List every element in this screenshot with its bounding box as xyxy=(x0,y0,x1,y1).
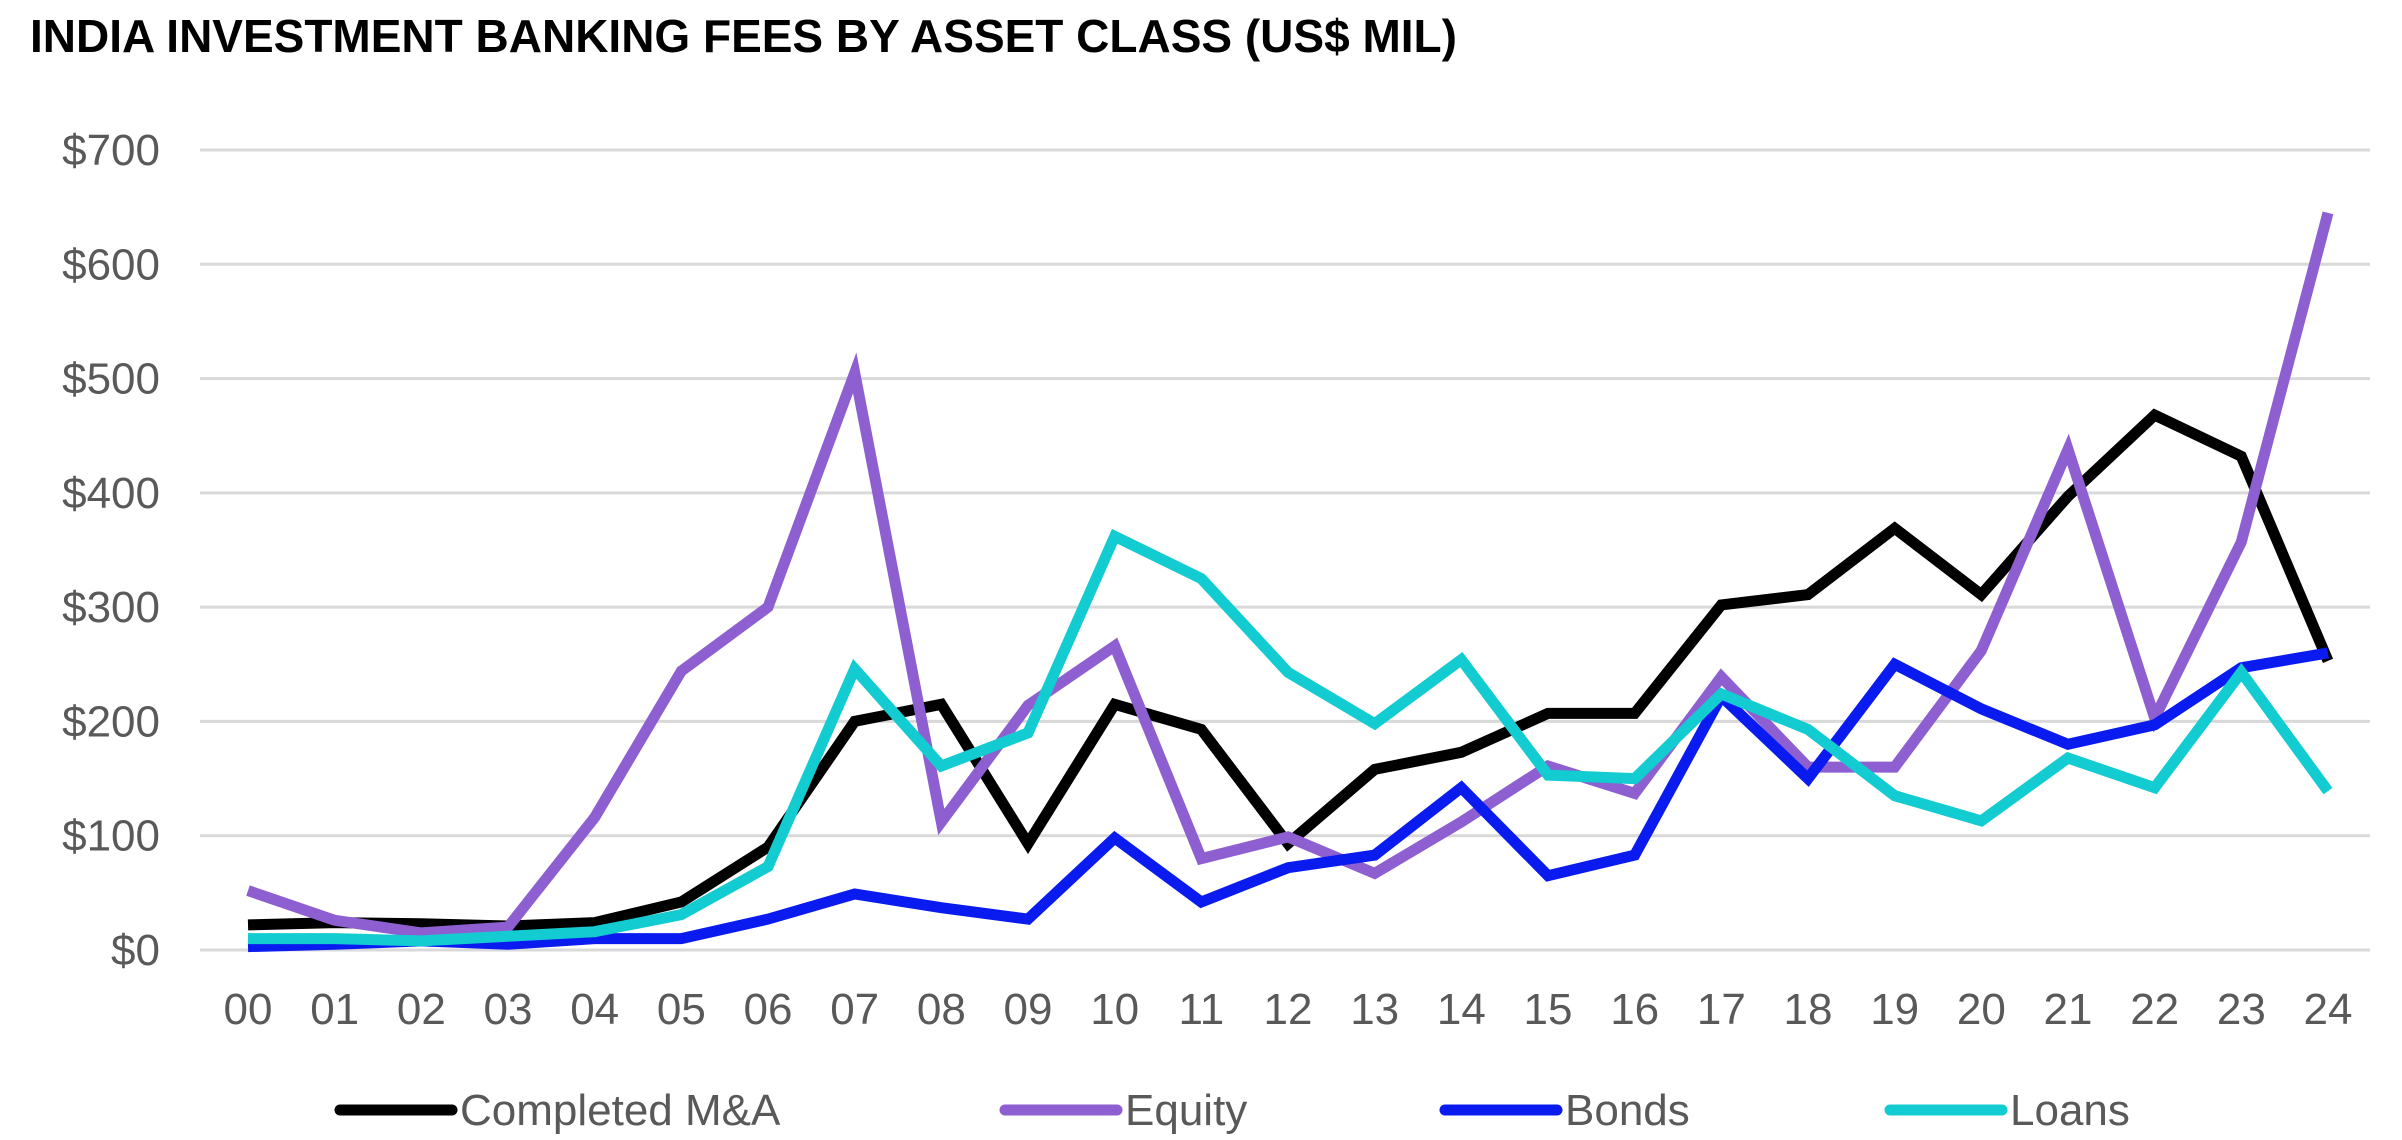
x-tick-label: 06 xyxy=(744,985,793,1034)
x-tick-label: 13 xyxy=(1350,985,1399,1034)
y-tick-label: $400 xyxy=(62,469,160,518)
y-axis-ticks: $0 $100 $200 $300 $400 $500 $600 $700 xyxy=(62,126,160,975)
series-line-bonds xyxy=(247,647,2329,953)
x-tick-label: 21 xyxy=(2044,985,2093,1034)
x-tick-label: 10 xyxy=(1090,985,1139,1034)
legend: Completed M&A Equity Bonds Loans xyxy=(334,1086,2130,1135)
x-tick-label: 08 xyxy=(917,985,966,1034)
legend-item-loans: Loans xyxy=(1884,1086,2130,1135)
x-tick-label: 22 xyxy=(2130,985,2179,1034)
y-tick-label: $200 xyxy=(62,697,160,746)
legend-item-completed-m-a: Completed M&A xyxy=(334,1086,781,1135)
y-tick-label: $600 xyxy=(62,240,160,289)
x-tick-label: 09 xyxy=(1004,985,1053,1034)
legend-label: Bonds xyxy=(1565,1086,1690,1135)
x-tick-label: 23 xyxy=(2217,985,2266,1034)
x-tick-label: 02 xyxy=(397,985,446,1034)
x-tick-label: 07 xyxy=(830,985,879,1034)
x-tick-label: 04 xyxy=(570,985,619,1034)
x-tick-label: 18 xyxy=(1784,985,1833,1034)
x-tick-label: 19 xyxy=(1870,985,1919,1034)
x-axis-ticks: 00 01 02 03 04 05 06 07 08 09 10 11 12 13 14 15 16 17 18 19… xyxy=(224,985,2353,1034)
legend-label: Equity xyxy=(1125,1086,1247,1135)
series-line-equity xyxy=(246,211,2334,939)
legend-label: Loans xyxy=(2010,1086,2130,1135)
legend-label: Completed M&A xyxy=(460,1086,781,1135)
series-line-loans xyxy=(248,528,2333,947)
y-tick-label: $700 xyxy=(62,126,160,175)
x-tick-label: 01 xyxy=(310,985,359,1034)
x-tick-label: 05 xyxy=(657,985,706,1034)
y-tick-label: $0 xyxy=(111,926,160,975)
legend-item-equity: Equity xyxy=(999,1086,1247,1135)
x-tick-label: 14 xyxy=(1437,985,1486,1034)
y-tick-label: $300 xyxy=(62,583,160,632)
x-tick-label: 03 xyxy=(484,985,533,1034)
y-tick-label: $100 xyxy=(62,812,160,861)
y-tick-label: $500 xyxy=(62,355,160,404)
x-tick-label: 20 xyxy=(1957,985,2006,1034)
x-tick-label: 24 xyxy=(2304,985,2353,1034)
legend-item-bonds: Bonds xyxy=(1439,1086,1690,1135)
x-tick-label: 00 xyxy=(224,985,273,1034)
series-line-completed-m-a xyxy=(247,408,2334,932)
chart-title: INDIA INVESTMENT BANKING FEES BY ASSET C… xyxy=(30,10,1457,62)
x-tick-label: 12 xyxy=(1264,985,1313,1034)
gridlines xyxy=(200,148,2370,952)
series-lines xyxy=(246,211,2334,953)
x-tick-label: 11 xyxy=(1178,985,1224,1034)
x-tick-label: 15 xyxy=(1524,985,1573,1034)
x-tick-label: 16 xyxy=(1610,985,1659,1034)
x-tick-label: 17 xyxy=(1697,985,1746,1034)
